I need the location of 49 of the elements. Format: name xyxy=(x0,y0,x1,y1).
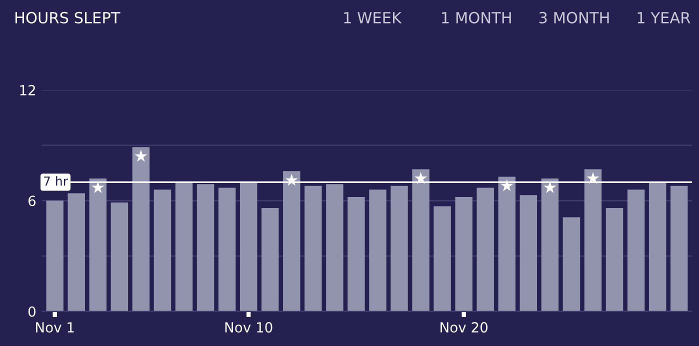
point xyxy=(500,179,514,192)
point xyxy=(586,172,600,184)
bar xyxy=(196,184,214,312)
text: 3 MONTH xyxy=(539,12,609,24)
bar xyxy=(369,190,386,312)
x-tick-label: Nov 1 xyxy=(36,322,74,333)
x-tick-label: Nov 10 xyxy=(225,322,272,333)
bar xyxy=(648,182,666,312)
y-tick-label: 0 xyxy=(28,306,36,317)
text: 1 YEAR xyxy=(638,12,690,24)
bar xyxy=(89,178,107,312)
bar xyxy=(68,193,85,312)
bar xyxy=(434,206,451,312)
text: 1 MONTH xyxy=(442,12,511,24)
bar xyxy=(541,178,559,312)
bar xyxy=(498,176,516,312)
bar xyxy=(46,200,64,312)
point xyxy=(414,172,428,184)
y-tick-label: 6 xyxy=(28,196,36,206)
bar xyxy=(175,182,193,312)
ref-line-label: 7 hr xyxy=(44,176,68,186)
x-tick-label: Nov 20 xyxy=(440,322,488,333)
bar xyxy=(283,171,300,312)
point xyxy=(92,181,104,194)
bar xyxy=(348,196,365,312)
bar xyxy=(670,186,688,312)
point xyxy=(134,150,148,162)
bar xyxy=(218,188,236,312)
bar xyxy=(520,195,538,312)
chart-title: HOURS SLEPT xyxy=(15,12,120,24)
bar xyxy=(240,182,258,312)
bar xyxy=(584,169,602,312)
bar xyxy=(110,202,128,312)
bar xyxy=(262,208,279,312)
bar xyxy=(154,190,172,312)
bar xyxy=(606,208,624,312)
bar xyxy=(390,186,408,312)
bar xyxy=(627,190,645,312)
bar xyxy=(476,188,494,312)
bar xyxy=(412,169,430,312)
bar xyxy=(455,196,472,312)
y-tick-label: 12 xyxy=(20,84,35,96)
bar xyxy=(132,147,150,312)
point xyxy=(285,174,298,186)
bar xyxy=(326,184,344,312)
bar xyxy=(304,186,322,312)
bar xyxy=(562,217,580,312)
point xyxy=(544,181,556,194)
text: 1 WEEK xyxy=(344,12,402,24)
